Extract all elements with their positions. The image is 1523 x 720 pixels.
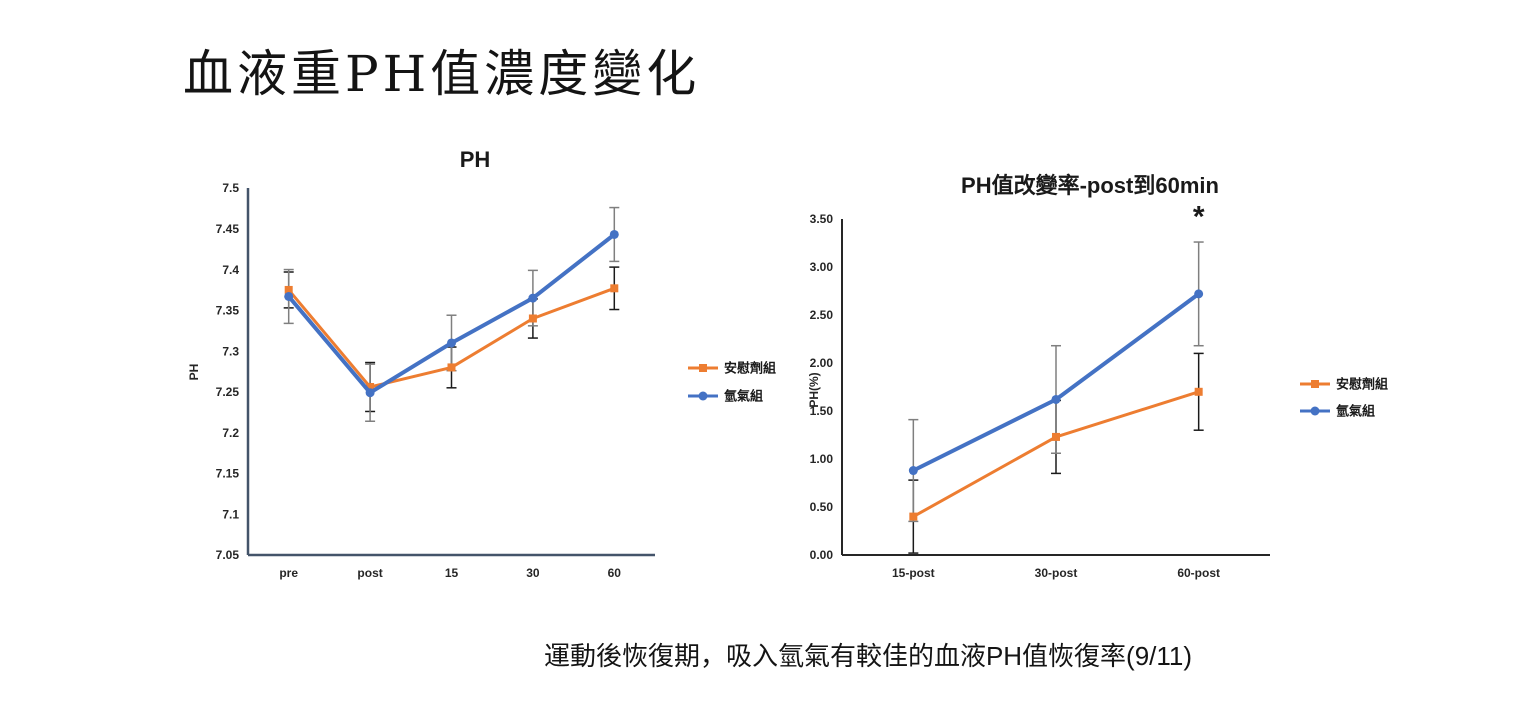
y-tick-label: 7.25 xyxy=(216,385,240,399)
x-axis-ticks: pre post 15 30 60 xyxy=(279,566,621,580)
y-tick-label: 7.2 xyxy=(222,426,239,440)
y-axis-ticks: 0.00 0.50 1.00 1.50 2.00 2.50 3.00 3.50 xyxy=(810,212,834,562)
axes xyxy=(246,188,655,557)
y-tick-label: 7.1 xyxy=(222,507,239,521)
circle-marker xyxy=(1051,394,1061,404)
legend-circle-marker xyxy=(698,391,708,401)
error-bars-氫氣組 xyxy=(283,206,620,422)
y-tick-label: 7.5 xyxy=(222,181,239,195)
y-tick-label: 7.15 xyxy=(216,467,240,481)
circle-marker xyxy=(609,229,619,239)
x-tick-label: 30 xyxy=(526,566,540,580)
legend-label: 安慰劑組 xyxy=(724,361,776,376)
square-marker xyxy=(1194,387,1203,396)
y-tick-label: 7.45 xyxy=(216,222,240,236)
x-tick-label: 15-post xyxy=(892,566,935,580)
y-axis-label: PH(%) xyxy=(807,372,821,407)
y-tick-label: 7.3 xyxy=(222,344,239,358)
x-tick-label: 60 xyxy=(608,566,622,580)
y-tick-label: 2.00 xyxy=(810,356,834,370)
circle-marker xyxy=(365,388,375,398)
axes xyxy=(841,219,1270,556)
square-marker xyxy=(528,314,537,323)
series-氫氣組 xyxy=(284,229,619,398)
y-tick-label: 7.35 xyxy=(216,304,240,318)
series-氫氣組 xyxy=(908,289,1204,476)
significance-asterisk: * xyxy=(1193,201,1205,234)
y-tick-label: 3.50 xyxy=(810,212,834,226)
slide-title: 血液重PH值濃度變化 xyxy=(183,45,701,103)
square-marker xyxy=(447,363,456,372)
circle-marker xyxy=(908,466,918,476)
x-tick-label: 30-post xyxy=(1035,566,1078,580)
y-tick-label: 0.50 xyxy=(810,500,834,514)
y-axis-label: PH xyxy=(187,364,201,381)
circle-marker xyxy=(284,291,294,301)
circle-marker xyxy=(528,293,538,303)
square-marker xyxy=(366,382,375,391)
square-marker xyxy=(909,512,918,521)
y-tick-label: 7.05 xyxy=(216,548,240,562)
chart-title: PH值改變率-post到60min xyxy=(961,173,1219,198)
square-marker xyxy=(1052,432,1060,441)
ph-change-rate-chart: 0.00 0.50 1.00 1.50 2.00 2.50 3.00 3.50 15-post 3… xyxy=(790,160,1490,600)
x-tick-label: 60-post xyxy=(1177,566,1220,580)
y-axis-ticks: 7.05 7.1 7.15 7.2 7.25 7.3 7.35 7.4 7.45 7.5 xyxy=(216,181,240,562)
y-tick-label: 1.00 xyxy=(810,452,834,466)
circle-marker xyxy=(1194,289,1204,299)
square-marker xyxy=(284,285,293,294)
legend-label: 氫氣組 xyxy=(724,389,763,404)
y-tick-label: 0.00 xyxy=(810,548,834,562)
circle-marker xyxy=(447,338,456,348)
ph-line-chart-svg: 7.05 7.1 7.15 7.2 7.25 7.3 7.35 7.4 7.45 7.5 pre po… xyxy=(187,147,776,580)
error-bars-氫氣組 xyxy=(908,241,1204,523)
slide-caption: 運動後恢復期，吸入氫氣有較佳的血液PH值恢復率(9/11) xyxy=(543,641,1193,671)
legend-square-marker xyxy=(699,364,707,372)
x-axis-ticks: 15-post 30-post 60-post xyxy=(892,566,1220,580)
y-tick-label: 3.00 xyxy=(810,260,834,274)
x-tick-label: pre xyxy=(279,566,298,580)
series-安慰劑組 xyxy=(909,387,1203,521)
square-marker xyxy=(610,284,619,293)
legend-circle-marker xyxy=(1310,406,1320,416)
x-tick-label: 15 xyxy=(445,566,459,580)
chart-title: PH xyxy=(460,147,491,172)
y-tick-label: 7.4 xyxy=(222,263,239,277)
series-安慰劑組 xyxy=(284,284,619,391)
y-tick-label: 1.50 xyxy=(810,404,834,418)
legend-label: 氫氣組 xyxy=(1336,404,1375,419)
y-tick-label: 2.50 xyxy=(810,308,834,322)
ph-line-chart: 7.05 7.1 7.15 7.2 7.25 7.3 7.35 7.4 7.45 7.5 pre po… xyxy=(185,130,805,610)
ph-change-rate-chart-svg: 0.00 0.50 1.00 1.50 2.00 2.50 3.00 3.50 15-post 3… xyxy=(807,173,1388,580)
legend-label: 安慰劑組 xyxy=(1336,377,1388,392)
x-tick-label: post xyxy=(357,566,382,580)
legend-square-marker xyxy=(1311,380,1319,388)
